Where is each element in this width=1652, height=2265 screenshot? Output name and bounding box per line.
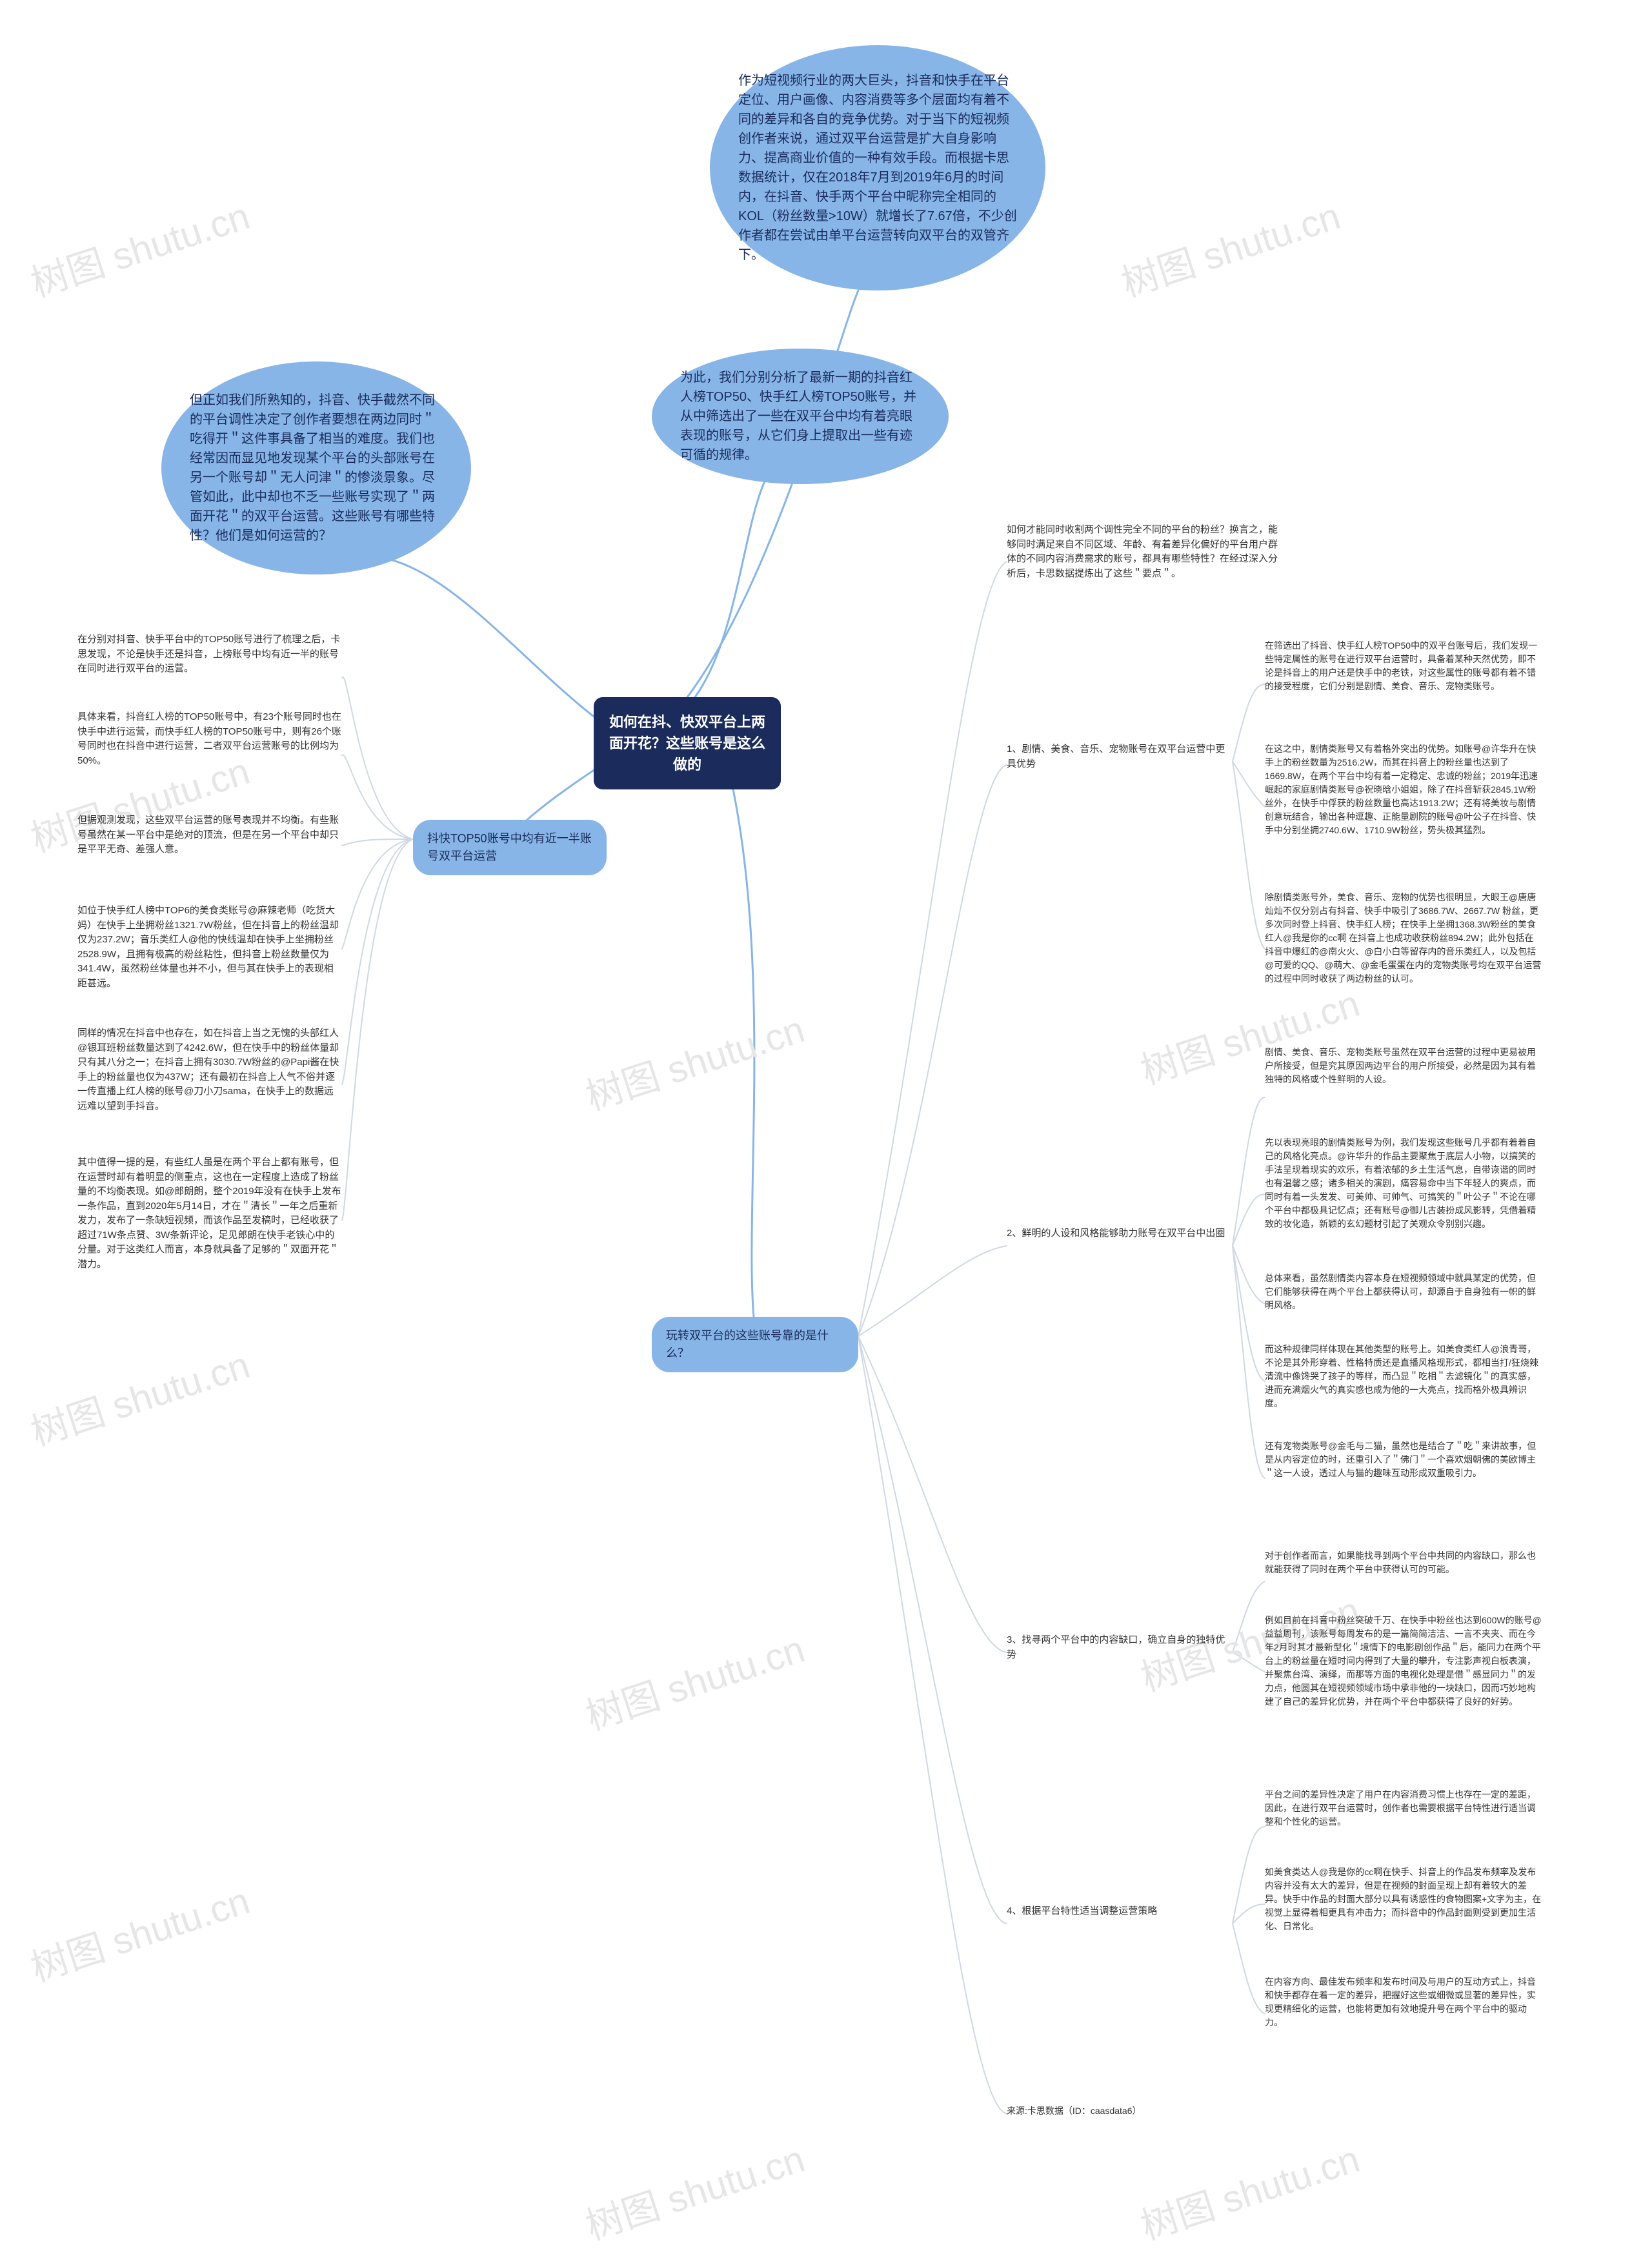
context-bubble-2: 为此，我们分别分析了最新一期的抖音红人榜TOP50、快手红人榜TOP50账号，并…	[652, 349, 949, 484]
left-note-1: 在分别对抖音、快手平台中的TOP50账号进行了梳理之后，卡思发现，不论是快手还是…	[77, 633, 342, 676]
watermark: 树图 shutu.cn	[578, 999, 811, 1121]
left-note-3: 但据观测发现，这些双平台运营的账号表现并不均衡。有些账号虽然在某一平台中是绝对的…	[77, 813, 342, 857]
watermark: 树图 shutu.cn	[1114, 186, 1346, 307]
source-footer: 来源:卡思数据（ID：caasdata6）	[1007, 2104, 1265, 2118]
branch-header-1: 抖快TOP50账号中均有近一半账号双平台运营	[413, 820, 607, 875]
right-group-2-item-2: 先以表现亮眼的剧情类账号为例，我们发现这些账号几乎都有着着自己的风格化亮点。@许…	[1265, 1136, 1542, 1231]
watermark: 树图 shutu.cn	[578, 1619, 811, 1740]
right-group-1-item-2: 在这之中，剧情类账号又有着格外突出的优势。如账号@许华升在快手上的粉丝数量为25…	[1265, 742, 1542, 837]
left-note-2: 具体来看，抖音红人榜的TOP50账号中，有23个账号同时也在快手中进行运营，而快…	[77, 710, 342, 768]
watermark: 树图 shutu.cn	[23, 186, 256, 307]
watermark: 树图 shutu.cn	[23, 1335, 256, 1456]
right-group-3-item-2: 例如目前在抖音中粉丝突破千万、在快手中粉丝也达到600W的账号@益益周刊，该账号…	[1265, 1614, 1542, 1709]
right-group-title-4: 4、根据平台特性适当调整运营策略	[1007, 1904, 1233, 1919]
context-bubble-3: 但正如我们所熟知的，抖音、快手截然不同的平台调性决定了创作者要想在两边同时＂吃得…	[161, 361, 471, 574]
right-intro-1: 如何才能同时收割两个调性完全不同的平台的粉丝？换言之，能够同时满足来自不同区域、…	[1007, 523, 1284, 581]
right-group-title-3: 3、找寻两个平台中的内容缺口，确立自身的独特优势	[1007, 1633, 1233, 1662]
branch-header-2: 玩转双平台的这些账号靠的是什么？	[652, 1317, 858, 1372]
watermark: 树图 shutu.cn	[1133, 2129, 1365, 2250]
right-group-3-item-1: 对于创作者而言，如果能找寻到两个平台中共同的内容缺口，那么也就能获得了同时在两个…	[1265, 1549, 1542, 1576]
right-group-2-item-1: 剧情、美食、音乐、宠物类账号虽然在双平台运营的过程中更易被用户所接受，但是究其原…	[1265, 1046, 1542, 1086]
right-group-title-2: 2、鲜明的人设和风格能够助力账号在双平台中出圈	[1007, 1226, 1233, 1241]
watermark: 树图 shutu.cn	[23, 1871, 256, 1992]
right-group-2-item-5: 还有宠物类账号@金毛与二猫，虽然也是结合了＂吃＂来讲故事，但是从内容定位的时，还…	[1265, 1439, 1542, 1480]
right-group-2-item-3: 总体来看，虽然剧情类内容本身在短视频领域中就具某定的优势，但它们能够获得在两个平…	[1265, 1272, 1542, 1312]
context-bubble-1: 作为短视频行业的两大巨头，抖音和快手在平台定位、用户画像、内容消费等多个层面均有…	[710, 45, 1045, 290]
right-group-title-1: 1、剧情、美食、音乐、宠物账号在双平台运营中更具优势	[1007, 742, 1233, 771]
right-group-2-item-4: 而这种规律同样体现在其他类型的账号上。如美食类红人@浪青哥，不论是其外形穿着、性…	[1265, 1343, 1542, 1410]
left-note-5: 同样的情况在抖音中也存在，如在抖音上当之无愧的头部红人@银耳班粉丝数量达到了42…	[77, 1026, 342, 1113]
right-group-4-item-1: 平台之间的差异性决定了用户在内容消费习惯上也存在一定的差距，因此，在进行双平台运…	[1265, 1788, 1542, 1829]
left-note-4: 如位于快手红人榜中TOP6的美食类账号@麻辣老师（吃货大妈）在快手上坐拥粉丝13…	[77, 904, 342, 991]
left-note-6: 其中值得一提的是，有些红人虽是在两个平台上都有账号，但在运营时却有着明显的侧重点…	[77, 1155, 342, 1272]
right-group-4-item-3: 在内容方向、最佳发布频率和发布时间及与用户的互动方式上，抖音和快手都存在着一定的…	[1265, 1975, 1542, 2029]
watermark: 树图 shutu.cn	[578, 2129, 811, 2250]
center-topic: 如何在抖、快双平台上两面开花？这些账号是这么做的	[594, 697, 781, 789]
right-group-1-item-1: 在筛选出了抖音、快手红人榜TOP50中的双平台账号后，我们发现一些特定属性的账号…	[1265, 639, 1542, 693]
right-group-1-item-3: 除剧情类账号外，美食、音乐、宠物的优势也很明显，大眼王@唐唐灿灿不仅分别占有抖音…	[1265, 891, 1542, 986]
right-group-4-item-2: 如美食类达人@我是你的cc啊在快手、抖音上的作品发布频率及发布内容并没有太大的差…	[1265, 1865, 1542, 1933]
